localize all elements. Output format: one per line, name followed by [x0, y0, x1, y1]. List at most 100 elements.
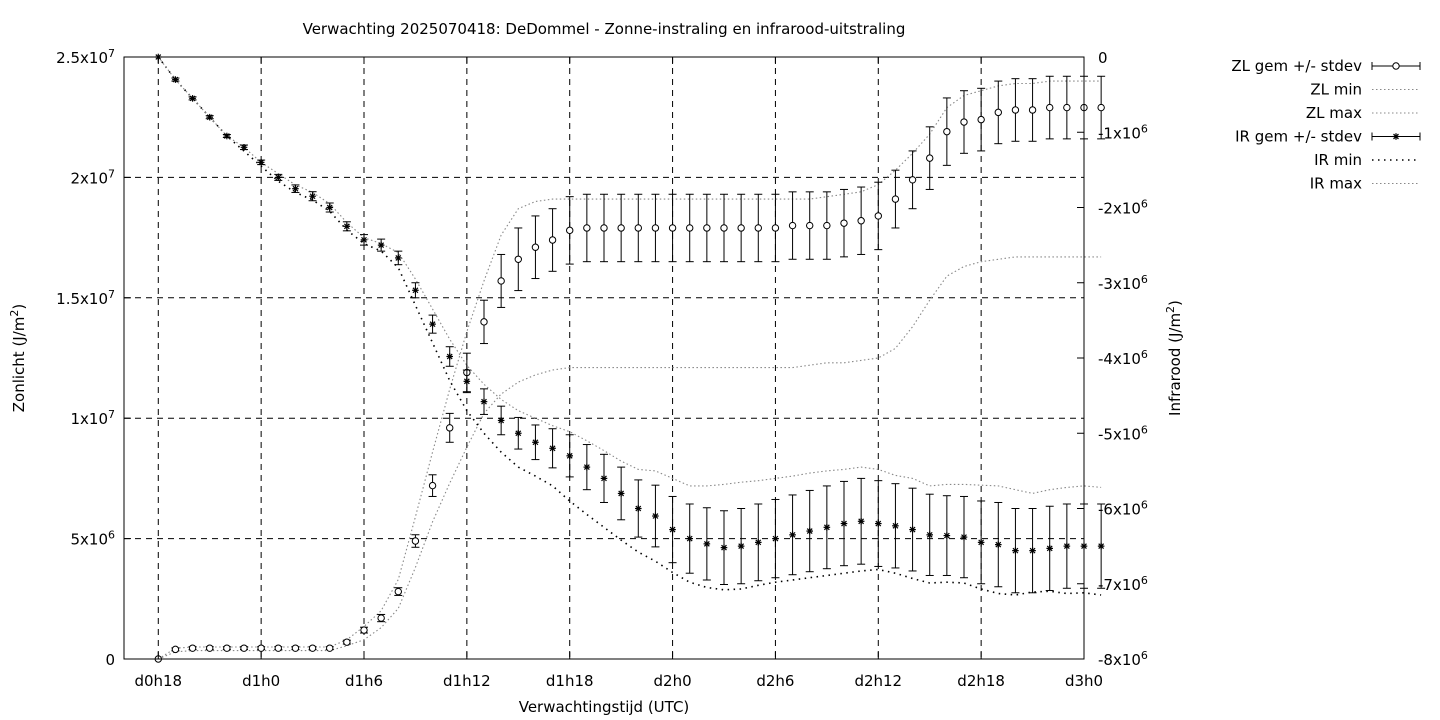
grid-lines	[124, 57, 1084, 659]
legend: ZL gem +/- stdev ZL min ZL max IR gem +/- s…	[1231, 57, 1421, 193]
data-point-ir	[446, 353, 454, 360]
series-line-zl-min	[158, 256, 1102, 660]
data-point-ir	[360, 236, 368, 244]
x-tick-label: d1h0	[242, 672, 280, 690]
y-right-tick-label: -4x106	[1098, 348, 1148, 368]
data-point-ir	[326, 204, 334, 211]
data-point-ir	[1097, 542, 1105, 550]
data-point-ir	[394, 254, 402, 262]
legend-label: ZL gem +/- stdev	[1231, 57, 1362, 75]
data-point-ir	[909, 526, 916, 533]
y-left-tick-label: 1x107	[70, 408, 115, 428]
data-point-ir	[343, 223, 351, 230]
data-point-zl	[514, 255, 522, 263]
data-point-zl	[651, 224, 660, 232]
y-right-tick-label: -1x106	[1098, 122, 1148, 142]
data-point-zl	[1046, 103, 1054, 112]
data-point-ir	[292, 185, 299, 192]
series-marks	[154, 53, 1106, 663]
data-point-zl	[583, 224, 591, 232]
y-left-tick-label: 2x107	[70, 167, 115, 187]
data-point-ir	[1029, 547, 1036, 554]
data-point-zl	[291, 644, 300, 652]
data-point-zl	[497, 277, 505, 285]
data-point-zl	[188, 644, 197, 652]
data-point-ir	[634, 505, 642, 512]
data-point-ir	[960, 533, 968, 541]
data-point-ir	[497, 417, 505, 424]
data-point-ir	[857, 517, 865, 525]
x-tick-label: d1h12	[443, 672, 491, 690]
data-point-ir	[600, 475, 608, 482]
data-point-ir	[686, 535, 694, 542]
legend-marker-star	[1392, 133, 1400, 140]
data-point-zl	[566, 226, 574, 235]
data-point-zl	[737, 224, 745, 232]
y-right-tick-label: -8x106	[1098, 649, 1148, 669]
y-right-tick-label: -3x106	[1098, 273, 1148, 293]
data-point-ir	[514, 429, 522, 437]
plot-frame	[123, 56, 1085, 660]
data-point-ir	[566, 452, 574, 460]
data-point-zl	[840, 219, 848, 227]
data-point-ir	[720, 544, 728, 551]
data-point-ir	[669, 526, 676, 533]
data-point-ir	[943, 532, 951, 539]
y-axis-left-label: Zonlicht (J/m2)	[8, 304, 28, 413]
data-point-zl	[943, 127, 951, 136]
data-point-ir	[823, 524, 831, 531]
data-point-zl	[223, 644, 231, 652]
data-point-ir	[840, 520, 848, 527]
data-point-zl	[874, 212, 882, 220]
data-point-zl	[343, 638, 351, 646]
y-left-tick-label: 1.5x107	[56, 288, 115, 308]
data-point-zl	[960, 118, 968, 126]
data-point-ir	[189, 95, 196, 102]
data-point-ir	[463, 378, 471, 385]
x-tick-label: d2h6	[756, 672, 794, 690]
data-point-zl	[823, 221, 831, 230]
data-point-ir	[172, 76, 179, 83]
data-point-zl	[857, 217, 865, 225]
data-point-ir	[532, 438, 539, 446]
data-point-zl	[788, 221, 797, 230]
y-left-tick-label: 2.5x107	[56, 47, 115, 67]
data-point-ir	[377, 241, 385, 249]
data-point-zl	[171, 645, 180, 654]
axis-ticks: d0h18 d1h0 d1h6 d1h12 d1h18 d2h0 d2h6 d2h12 d2h1…	[56, 47, 1148, 690]
data-point-zl	[686, 224, 694, 232]
data-point-zl	[1028, 106, 1037, 114]
data-point-ir	[1063, 542, 1071, 550]
data-point-ir	[652, 512, 659, 520]
y-left-tick-label: 0	[105, 651, 115, 669]
data-point-zl	[1063, 103, 1071, 112]
data-point-zl	[446, 424, 454, 432]
data-point-ir	[977, 539, 985, 546]
data-point-zl	[1097, 103, 1105, 112]
data-point-zl	[703, 224, 711, 232]
data-point-zl	[977, 115, 985, 124]
x-tick-label: d2h12	[854, 672, 902, 690]
y-axis-right-label: Infrarood (J/m2)	[1164, 300, 1184, 416]
data-point-ir	[703, 540, 711, 548]
data-point-ir	[480, 398, 488, 405]
y-left-tick-label: 5x106	[70, 529, 115, 549]
series-line-ir-min	[157, 56, 1102, 596]
x-tick-label: d2h18	[957, 672, 1005, 690]
data-point-ir	[926, 531, 934, 539]
x-axis-label: Verwachtingstijd (UTC)	[519, 698, 690, 716]
data-point-ir	[309, 192, 316, 200]
data-point-zl	[771, 224, 780, 232]
data-point-zl	[720, 224, 728, 232]
data-point-zl	[326, 644, 334, 652]
data-point-zl	[394, 587, 402, 596]
data-point-ir	[549, 445, 556, 452]
data-point-zl	[428, 481, 437, 490]
data-point-zl	[668, 224, 677, 232]
chart-title: Verwachting 2025070418: DeDommel - Zonne…	[303, 20, 906, 38]
legend-label: IR max	[1310, 175, 1362, 193]
data-point-zl	[240, 644, 248, 652]
data-point-ir	[1012, 547, 1019, 554]
y-right-tick-label: 0	[1098, 49, 1108, 67]
legend-label: ZL max	[1306, 104, 1362, 122]
